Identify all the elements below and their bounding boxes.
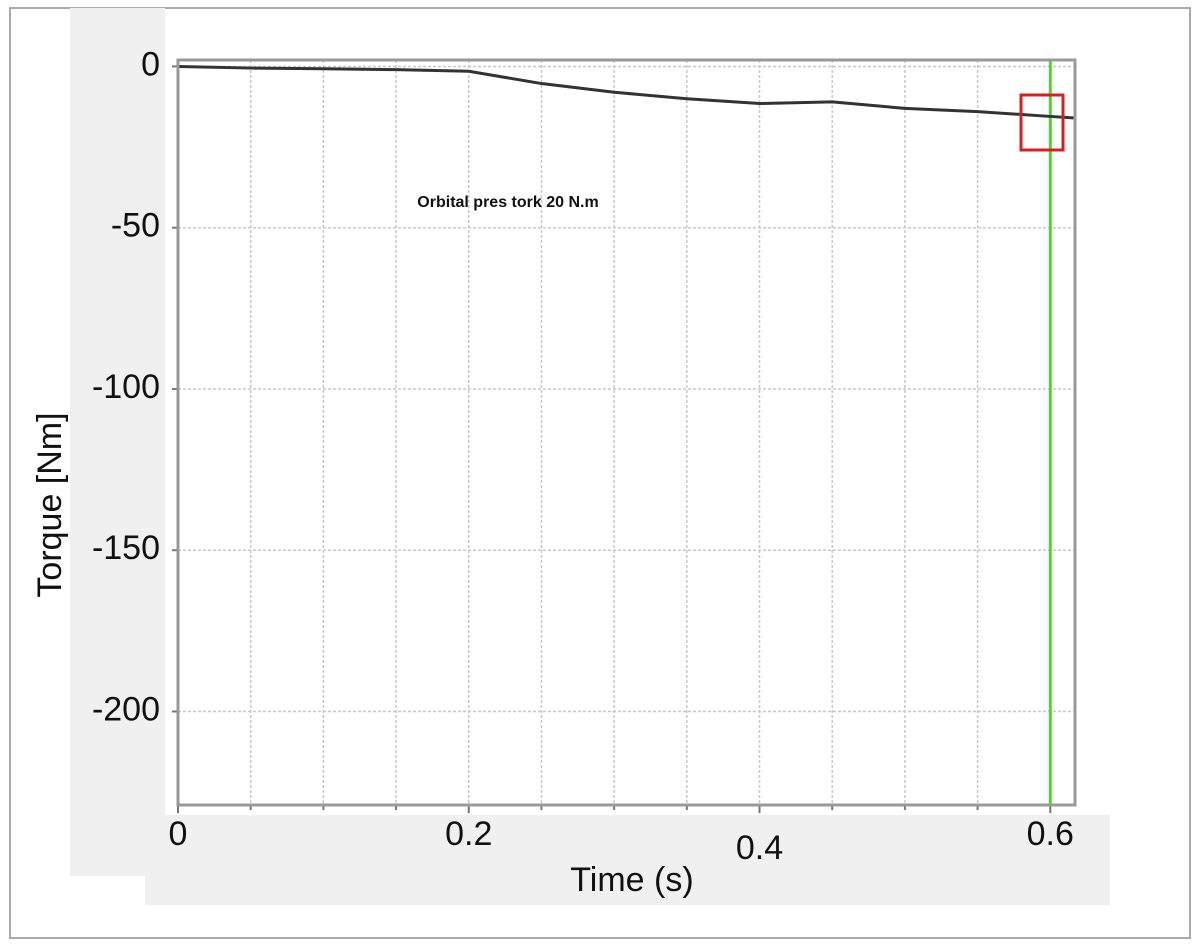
- y-tick-label: -50: [111, 207, 160, 245]
- x-tick-label: 0.2: [445, 815, 492, 853]
- y-tick-label: -100: [92, 368, 160, 406]
- y-axis-label: Torque [Nm]: [31, 412, 69, 597]
- plot-background: [165, 52, 1085, 812]
- plot-frame: [176, 58, 1077, 807]
- x-axis-label: Time (s): [570, 861, 693, 899]
- x-tick-label: 0.4: [736, 829, 783, 867]
- plot: [177, 60, 1076, 805]
- background-panel: [70, 8, 165, 876]
- highlight-box: [1019, 93, 1065, 152]
- annotation: Orbital pres tork 20 N.m: [417, 194, 598, 211]
- y-tick-label: -150: [92, 529, 160, 567]
- x-tick-label: 0: [169, 815, 188, 853]
- y-tick-label: -200: [92, 690, 160, 728]
- x-tick-label: 0.6: [1027, 815, 1074, 853]
- background-panel: [145, 815, 1110, 905]
- y-tick-label: 0: [141, 45, 160, 83]
- data-line: [177, 64, 1076, 120]
